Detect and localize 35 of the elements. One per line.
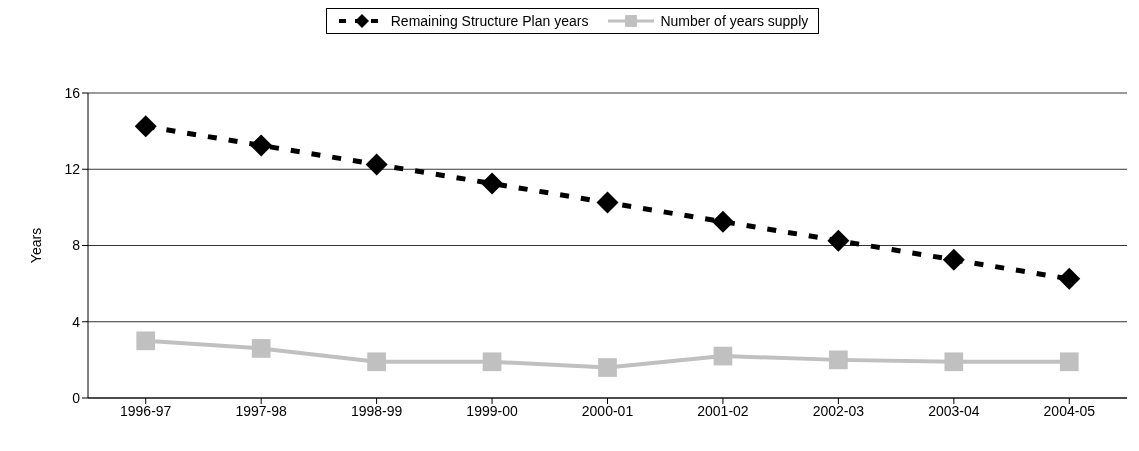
y-tick-label: 4 (72, 313, 81, 330)
point (944, 352, 964, 372)
point (136, 331, 156, 351)
x-tick-label: 1998-99 (350, 402, 403, 419)
point (482, 352, 502, 372)
point (598, 358, 617, 377)
y-tick-label: 8 (72, 237, 81, 254)
y-axis-title: Years (27, 227, 44, 264)
point (1059, 352, 1079, 372)
point (713, 346, 733, 366)
x-tick-label: 2003-04 (928, 402, 980, 419)
legend-label: Number of years supply (659, 13, 809, 29)
point (367, 352, 386, 372)
x-tick-label: 2000-01 (581, 402, 634, 419)
point (829, 350, 848, 370)
x-tick-label: 2001-02 (697, 402, 749, 419)
point (250, 134, 273, 157)
y-tick-label: 0 (72, 389, 81, 406)
point (942, 248, 965, 271)
x-tick-label: 1997-98 (235, 402, 288, 419)
y-tick-label: 16 (64, 84, 81, 101)
point (481, 172, 504, 195)
y-tick-label: 12 (64, 161, 81, 178)
point (134, 115, 157, 138)
point (365, 153, 388, 176)
point (596, 191, 619, 214)
x-tick-label: 1996-97 (120, 402, 172, 419)
x-tick-label: 2002-03 (812, 402, 865, 419)
x-tick-label: 1999-00 (466, 402, 518, 419)
point (1058, 267, 1081, 290)
legend-label: Remaining Structure Plan years (389, 13, 589, 29)
point (827, 229, 850, 252)
point (711, 210, 734, 233)
x-tick-label: 2004-05 (1043, 402, 1096, 419)
point (251, 339, 271, 358)
